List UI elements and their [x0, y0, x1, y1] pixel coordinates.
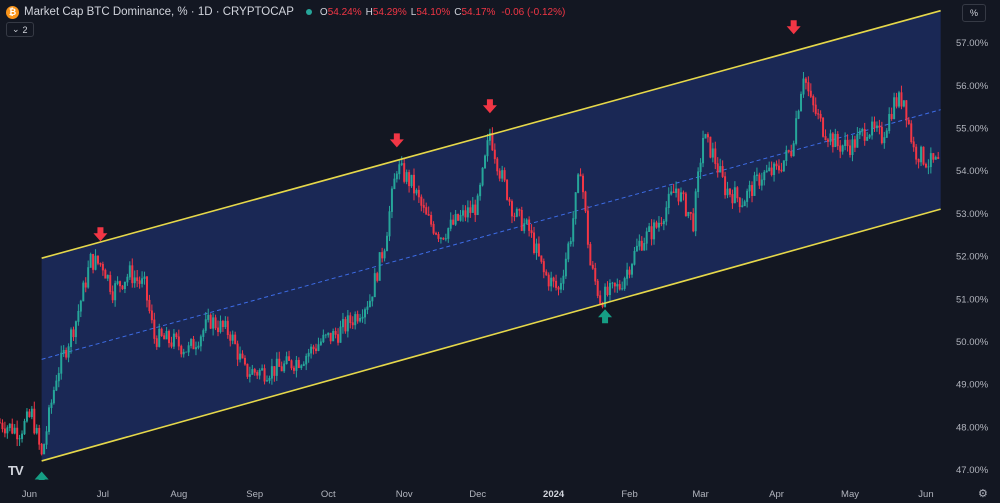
price-tick-label: 48.00%: [956, 422, 989, 433]
time-axis: [0, 480, 1000, 503]
time-tick-label: Jun: [22, 489, 37, 500]
ohlc-close: C54.17%: [454, 6, 496, 18]
price-tick-label: 47.00%: [956, 465, 989, 476]
time-tick-label: May: [841, 489, 859, 500]
time-tick-label: Apr: [769, 489, 784, 500]
price-axis: [950, 0, 1000, 503]
price-tick-label: 55.00%: [956, 124, 989, 135]
symbol-title[interactable]: Market Cap BTC Dominance, % · 1D · CRYPT…: [24, 6, 294, 18]
time-tick-label: Aug: [170, 489, 187, 500]
price-tick-label: 52.00%: [956, 252, 989, 263]
time-tick-label: Jun: [918, 489, 933, 500]
time-tick-label: Mar: [692, 489, 708, 500]
percent-scale-button[interactable]: %: [962, 4, 986, 22]
price-tick-label: 56.00%: [956, 81, 989, 92]
indicator-count: 2: [22, 24, 28, 35]
channel-fill: [41, 10, 941, 461]
time-tick-label: Jul: [97, 489, 109, 500]
arrow-down-icon: [482, 99, 497, 114]
time-tick-label: Dec: [469, 489, 486, 500]
gear-icon[interactable]: ⚙: [978, 488, 988, 500]
ohlc-open: O54.24%: [319, 6, 362, 18]
time-tick-label: Feb: [621, 489, 637, 500]
arrow-down-icon: [93, 227, 108, 242]
time-tick-label: Sep: [246, 489, 263, 500]
price-tick-label: 54.00%: [956, 166, 989, 177]
price-tick-label: 57.00%: [956, 38, 989, 49]
indicator-toggle-button[interactable]: ⌄ 2: [6, 22, 34, 37]
ohlc-high: H54.29%: [365, 6, 407, 18]
arrow-up-icon: [34, 471, 49, 486]
tradingview-logo[interactable]: TV: [8, 463, 24, 478]
market-status-icon: [305, 9, 312, 15]
arrow-up-icon: [598, 309, 613, 324]
chart-header: ₿ Market Cap BTC Dominance, % · 1D · CRY…: [6, 4, 565, 20]
price-tick-label: 50.00%: [956, 337, 989, 348]
price-tick-label: 51.00%: [956, 294, 989, 305]
chevron-down-icon: ⌄: [12, 24, 20, 34]
ohlc-low: L54.10%: [410, 6, 451, 18]
arrow-down-icon: [786, 20, 801, 35]
bitcoin-icon: ₿: [6, 5, 19, 19]
time-tick-label: Nov: [396, 489, 413, 500]
price-tick-label: 49.00%: [956, 380, 989, 391]
arrow-down-icon: [389, 133, 404, 148]
price-change: -0.06 (-0.12%): [501, 6, 566, 18]
time-tick-label: Oct: [321, 489, 336, 500]
price-tick-label: 53.00%: [956, 209, 989, 220]
channel-lower-line: [41, 208, 941, 462]
channel-upper-line: [41, 9, 941, 259]
time-tick-label: 2024: [543, 489, 565, 500]
